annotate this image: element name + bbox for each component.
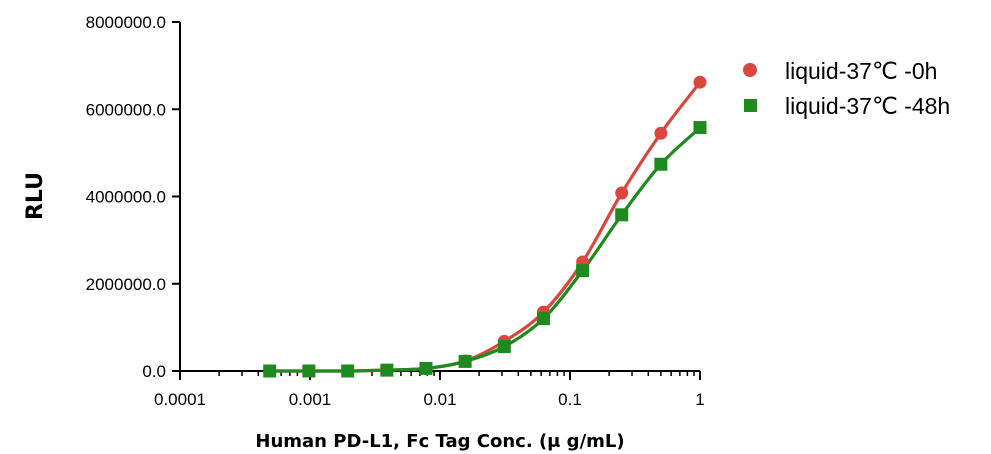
x-axis-title: Human PD-L1, Fc Tag Conc. (μ g/mL) [255,431,624,452]
x-ticks: 0.0001 0.001 0.01 0.1 1 [154,371,705,409]
y-tick-label: 0.0 [142,362,166,381]
x-tick-label: 0.001 [289,390,332,409]
x-tick-label: 1 [695,390,704,409]
data-point-series-1 [263,364,277,378]
fitted-curve-series-1 [269,126,702,373]
data-point-series-1 [302,364,316,378]
y-tick-label: 8000000.0 [86,13,166,32]
data-point-series-0 [615,186,629,200]
data-point-series-1 [380,363,394,377]
legend-label-0h: liquid-37℃ -0h [785,58,937,84]
y-tick-label: 6000000.0 [86,100,166,119]
data-points [263,75,707,378]
legend-marker-0h [743,63,757,77]
x-tick-label: 0.0001 [154,390,206,409]
y-ticks: 0.0 2000000.0 4000000.0 6000000.0 8000000.0 [86,13,180,381]
x-tick-label: 0.1 [558,390,582,409]
data-point-series-0 [693,75,707,89]
data-point-series-1 [654,157,668,171]
x-tick-label: 0.01 [423,390,456,409]
data-point-series-1 [576,264,590,278]
y-axis-title: RLU [23,172,48,220]
data-point-series-1 [693,121,707,135]
data-point-series-1 [419,361,433,375]
data-point-series-0 [654,126,668,140]
data-point-series-1 [458,354,472,368]
data-point-series-1 [536,312,550,326]
y-tick-label: 2000000.0 [86,275,166,294]
fitted-curves [269,81,702,373]
data-point-series-1 [615,208,629,222]
legend-label-48h: liquid-37℃ -48h [785,93,950,119]
data-point-series-1 [497,340,511,354]
legend: liquid-37℃ -0h liquid-37℃ -48h [743,58,950,119]
legend-marker-48h [744,99,757,112]
y-tick-label: 4000000.0 [86,188,166,207]
fitted-curve-series-0 [269,81,702,373]
data-point-series-1 [341,364,355,378]
